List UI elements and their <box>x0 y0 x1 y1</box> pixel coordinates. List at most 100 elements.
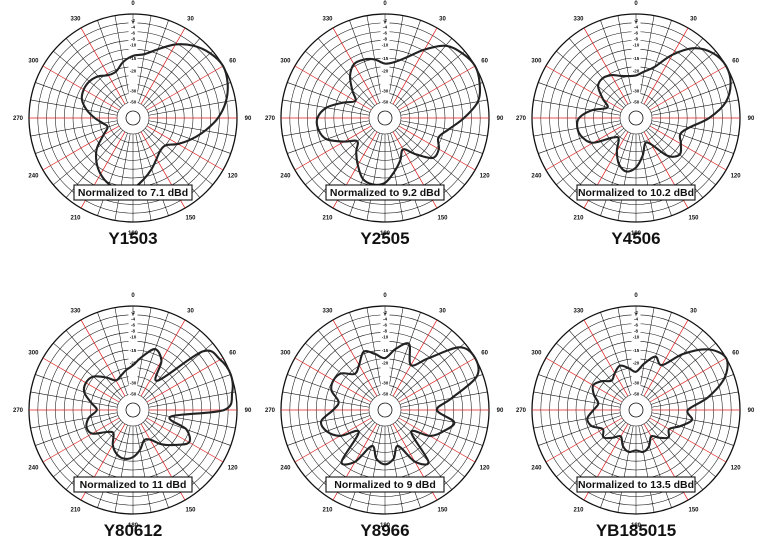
radial-line <box>138 20 169 104</box>
radial-accent-line <box>146 125 224 171</box>
normalization-frame <box>73 184 193 201</box>
radial-accent-line <box>583 319 629 397</box>
angle-label: 180 <box>128 523 139 529</box>
angle-label: 240 <box>531 466 542 472</box>
radial-line <box>114 15 131 103</box>
db-tick-label: -15 <box>130 348 137 353</box>
angle-label: 60 <box>481 59 488 65</box>
radial-line <box>651 391 739 408</box>
angle-label: 120 <box>480 466 491 472</box>
radial-line <box>538 374 622 405</box>
radial-accent-line <box>42 357 120 403</box>
db-tick-label: -2 <box>634 18 638 23</box>
radial-line <box>397 50 465 108</box>
db-scale-strip <box>380 20 390 104</box>
angle-label: 240 <box>28 174 39 180</box>
normalization-label: Normalized to 9.2 dBd <box>330 187 440 199</box>
radial-line <box>651 99 739 116</box>
angle-label: 300 <box>28 351 39 357</box>
angle-label: 120 <box>731 466 742 472</box>
db-tick-label: -30 <box>130 89 137 94</box>
db-tick-label: -8 <box>634 329 638 334</box>
angle-label: 60 <box>229 351 236 357</box>
radial-line <box>556 342 624 400</box>
radial-line <box>400 99 488 116</box>
angle-label: 60 <box>229 59 236 65</box>
radial-line <box>30 412 118 429</box>
normalization-label: Normalized to 10.2 dBd <box>578 187 694 199</box>
db-tick-label: -4 <box>131 24 135 29</box>
angle-label: 240 <box>531 174 542 180</box>
angle-label: 180 <box>128 231 139 237</box>
radial-line <box>556 420 624 478</box>
radial-accent-line <box>146 357 224 403</box>
db-tick-label: 0 <box>132 312 135 317</box>
angle-labels: 0 30 60 90 120 150 180 210 240 270 300 330 <box>13 1 252 237</box>
db-tick-label: -50 <box>130 100 137 105</box>
radial-line <box>397 342 465 400</box>
db-tick-label: -8 <box>131 37 135 42</box>
db-scale: 0-2-4 -6-8-10 -15 -20 -30 -50 <box>382 310 389 396</box>
radial-line <box>387 133 404 221</box>
radial-line <box>650 415 734 446</box>
radial-line <box>617 307 634 395</box>
angle-label: 120 <box>480 174 491 180</box>
radial-accent-line <box>42 125 120 171</box>
radial-line <box>617 425 634 513</box>
radial-line <box>568 330 626 398</box>
angle-label: 30 <box>187 308 194 314</box>
radial-accent-line <box>545 65 623 111</box>
radial-line <box>651 120 739 137</box>
radial-accent-line <box>398 357 476 403</box>
angle-label: 150 <box>437 508 448 514</box>
radial-line <box>399 82 483 113</box>
normalization-label: Normalized to 13.5 dBd <box>578 479 694 491</box>
angle-label: 210 <box>322 216 333 222</box>
angle-label: 210 <box>573 216 584 222</box>
angle-label: 210 <box>573 508 584 514</box>
radial-line <box>617 133 634 221</box>
angle-label: 60 <box>732 351 739 357</box>
radial-line <box>35 123 119 154</box>
radial-line <box>399 374 483 405</box>
radial-line <box>399 415 483 446</box>
radial-line <box>287 123 371 154</box>
radial-line <box>366 425 383 513</box>
angle-labels: 0 30 60 90 120 150 180 210 240 270 300 330 <box>516 293 755 529</box>
db-tick-label: -50 <box>382 100 389 105</box>
db-tick-label: -8 <box>634 37 638 42</box>
radial-line <box>135 425 152 513</box>
radial-line <box>147 123 231 154</box>
normalization-box: Normalized to 9 dBd <box>325 476 445 493</box>
angle-label: 120 <box>731 174 742 180</box>
radial-accent-line <box>332 27 378 105</box>
radial-accent-line <box>649 125 727 171</box>
radial-line <box>600 20 631 104</box>
radial-line <box>638 425 655 513</box>
radial-line <box>400 120 488 137</box>
angle-label: 30 <box>187 16 194 22</box>
db-tick-label: -15 <box>382 56 389 61</box>
radial-line <box>646 38 704 106</box>
angle-label: 270 <box>13 116 24 122</box>
polar-plot-yb185015: 0-2-4-6-8-10-15-20-30-500306090120150180… <box>516 293 755 540</box>
radial-accent-line <box>80 27 126 105</box>
radial-accent-line <box>294 65 372 111</box>
angle-label: 0 <box>634 1 638 7</box>
angle-label: 300 <box>28 59 39 65</box>
angle-label: 270 <box>13 408 24 414</box>
angle-label: 60 <box>732 59 739 65</box>
angle-label: 240 <box>280 466 291 472</box>
angle-label: 90 <box>748 408 755 414</box>
radial-line <box>114 307 131 395</box>
angle-label: 90 <box>748 116 755 122</box>
radial-line <box>349 132 380 216</box>
radial-line <box>287 374 371 405</box>
db-tick-label: -4 <box>634 24 638 29</box>
radial-line <box>538 415 622 446</box>
radial-line <box>638 15 655 103</box>
radial-accent-line <box>398 65 476 111</box>
radial-accent-line <box>140 27 186 105</box>
model-title: Y1503 <box>108 229 157 248</box>
